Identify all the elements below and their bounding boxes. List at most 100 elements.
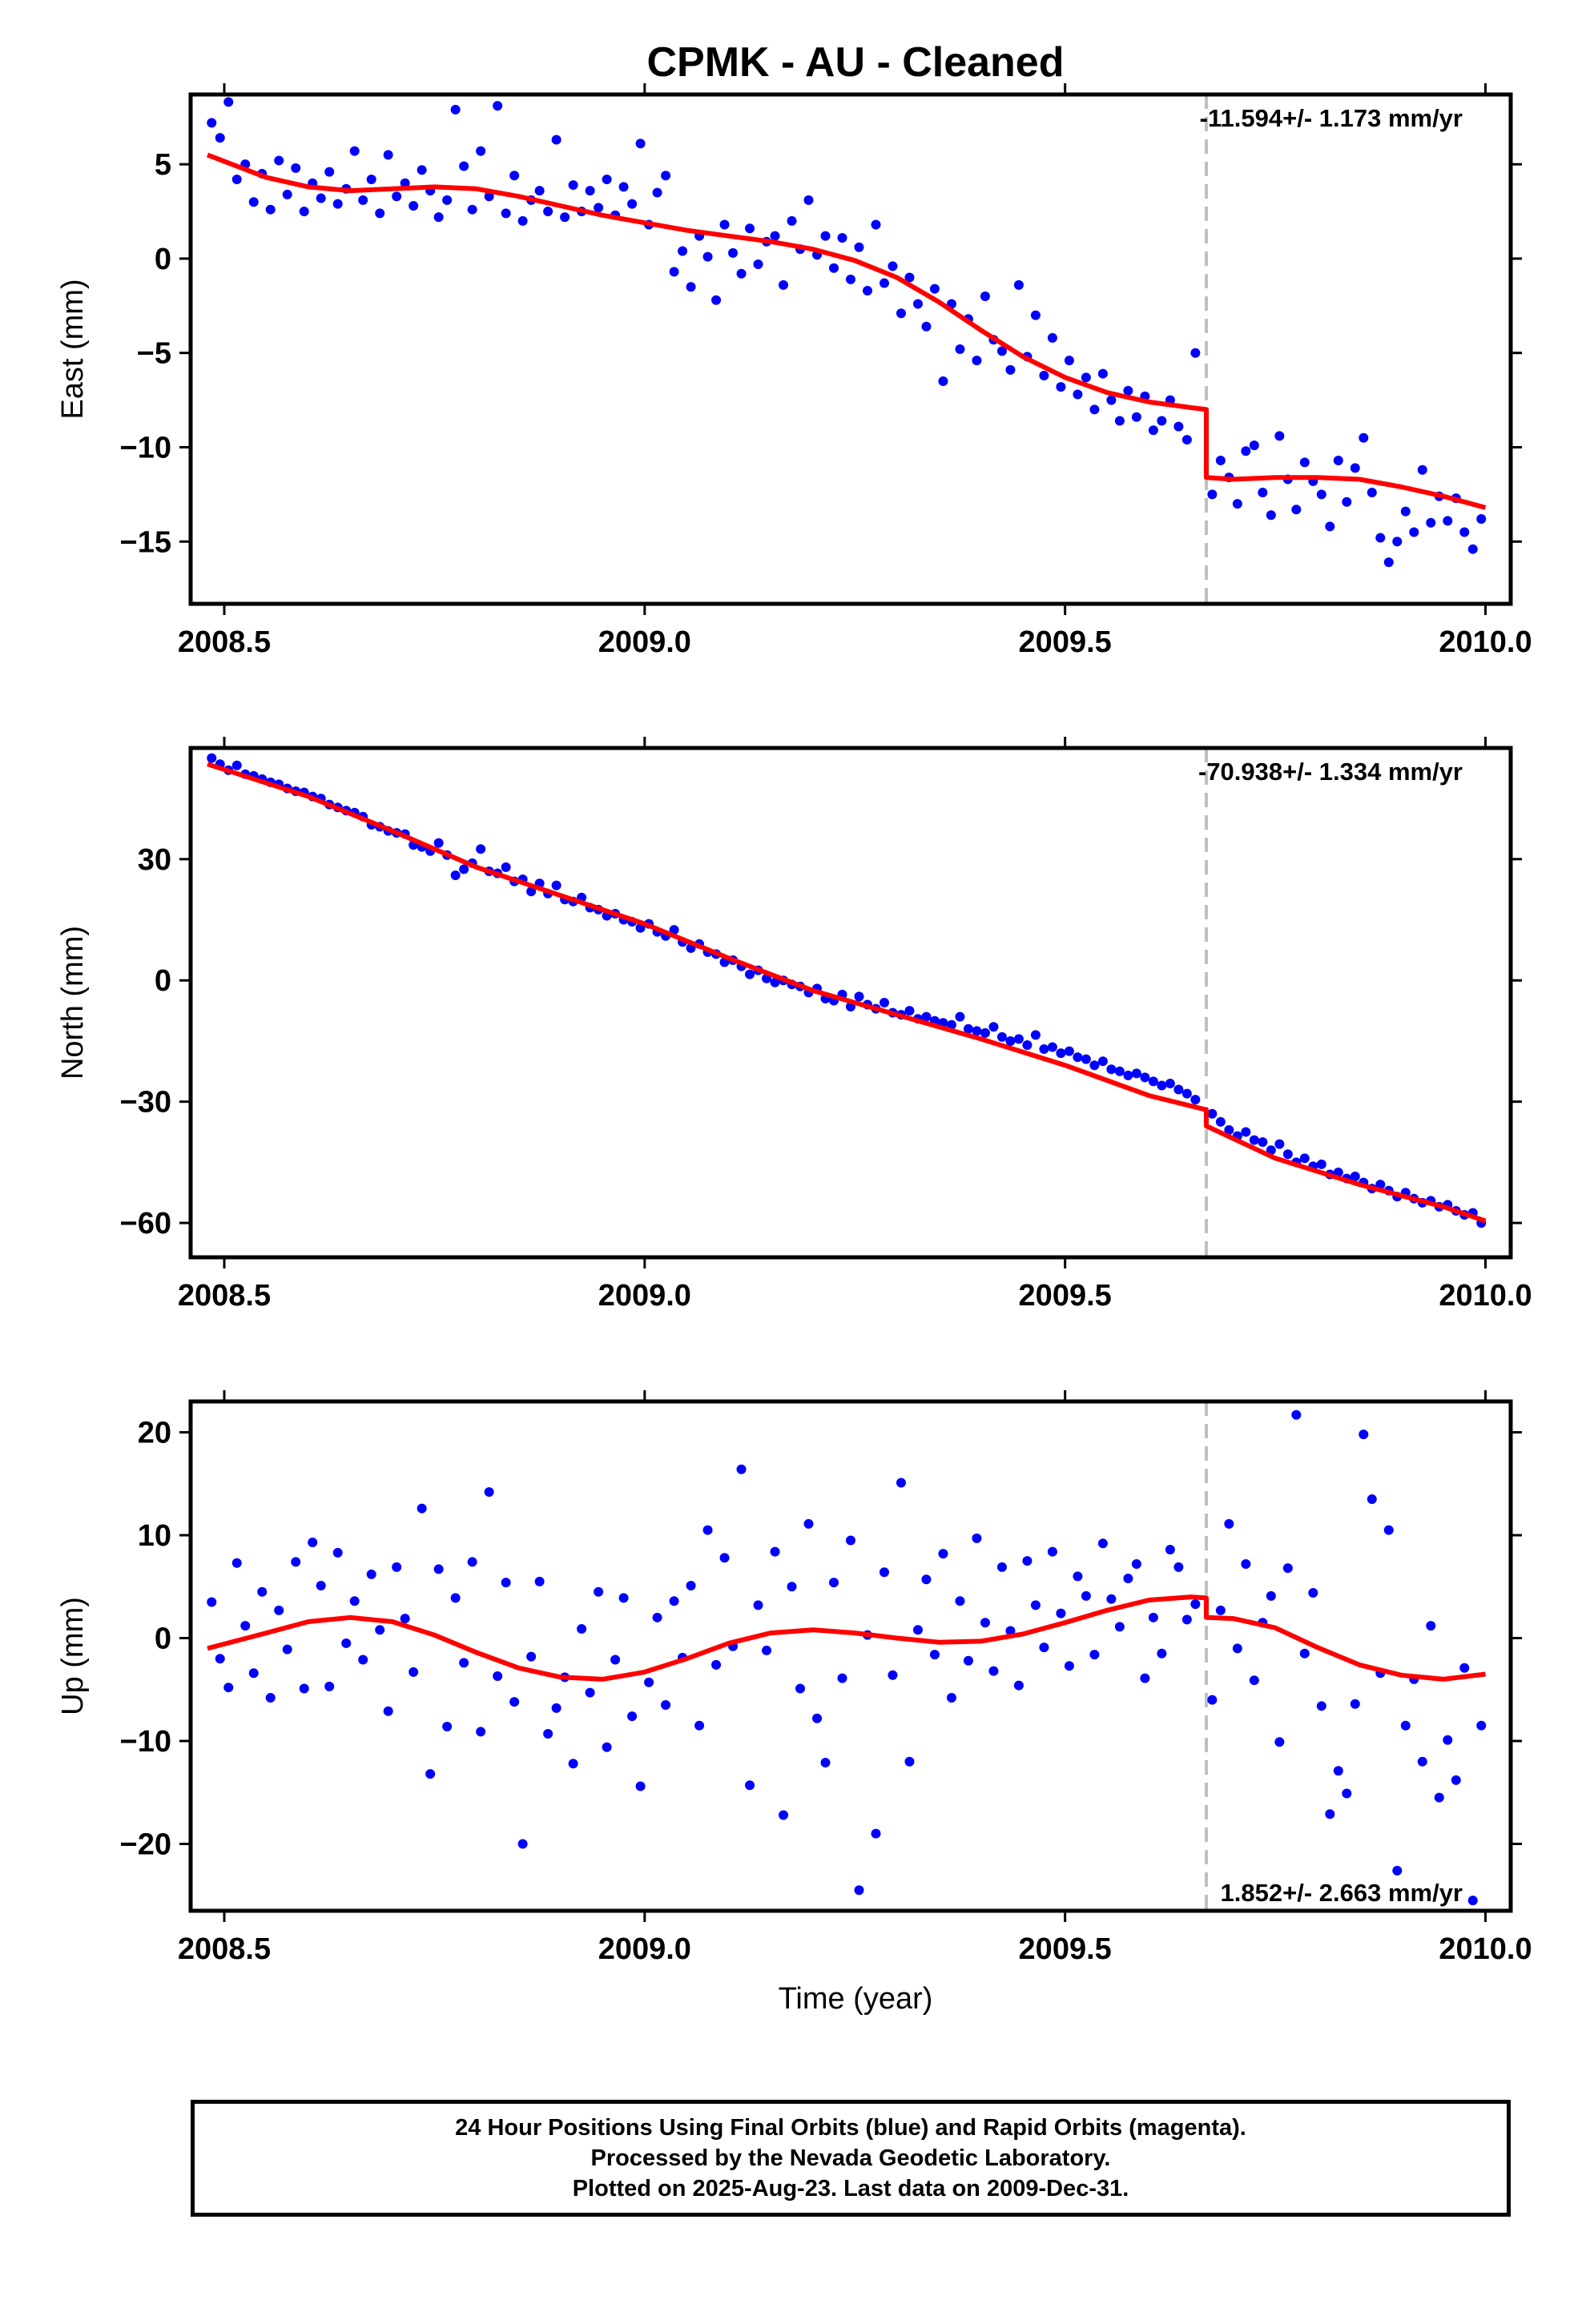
data-point <box>476 844 486 854</box>
data-point <box>1030 310 1041 320</box>
data-point <box>1342 1788 1352 1799</box>
data-point <box>1005 1035 1016 1046</box>
data-point <box>392 1562 402 1572</box>
data-point <box>972 356 982 366</box>
data-point <box>694 1720 705 1731</box>
data-point <box>980 1027 990 1038</box>
data-point <box>425 1769 436 1779</box>
data-point <box>568 1759 578 1769</box>
data-point <box>1056 1048 1066 1059</box>
x-tick-label: 2009.0 <box>598 1279 691 1313</box>
data-point <box>1232 499 1242 509</box>
data-point <box>358 195 368 205</box>
data-point <box>1073 389 1083 400</box>
data-point <box>1299 457 1310 468</box>
data-point <box>711 295 722 305</box>
data-point <box>534 186 545 196</box>
data-point <box>770 977 780 987</box>
data-point <box>467 204 477 215</box>
data-point <box>1022 1556 1032 1566</box>
data-point <box>929 283 940 294</box>
data-point <box>1392 537 1403 547</box>
data-point <box>324 167 335 177</box>
data-point <box>1308 1587 1318 1598</box>
data-point <box>1367 488 1377 498</box>
data-point <box>1443 1735 1453 1745</box>
data-point <box>854 1885 864 1896</box>
data-point <box>904 272 915 283</box>
data-point <box>904 1006 915 1016</box>
data-point <box>450 104 461 115</box>
data-point <box>450 870 461 880</box>
data-point <box>635 1781 646 1791</box>
data-point <box>988 1666 999 1676</box>
data-point <box>265 1693 276 1703</box>
footer-box: 24 Hour Positions Using Final Orbits (bl… <box>191 2100 1511 2217</box>
data-point <box>1114 1066 1125 1076</box>
x-tick-label: 2009.5 <box>1019 1932 1112 1966</box>
footer-line-plotted: Plotted on 2025-Aug-23. Last data on 200… <box>572 2176 1129 2201</box>
data-point <box>383 150 393 160</box>
data-point <box>375 208 385 219</box>
data-point <box>1148 1612 1158 1622</box>
data-point <box>1005 364 1016 375</box>
data-point <box>888 1670 898 1680</box>
data-point <box>526 1651 537 1662</box>
data-point <box>1426 517 1436 528</box>
data-point <box>551 880 562 891</box>
x-tick-label: 2009.5 <box>1019 1279 1112 1313</box>
data-point <box>862 285 872 296</box>
data-point <box>837 1673 847 1683</box>
data-point <box>207 753 217 763</box>
data-point <box>1258 1137 1268 1148</box>
data-point <box>1131 1559 1141 1570</box>
data-point <box>1022 1040 1032 1050</box>
north-points <box>207 753 1487 1228</box>
data-point <box>594 203 604 213</box>
data-point <box>912 1625 923 1635</box>
data-point <box>955 1596 965 1606</box>
data-point <box>1383 1525 1394 1535</box>
data-point <box>1400 506 1411 517</box>
data-point <box>1409 527 1419 537</box>
east-points <box>207 97 1487 568</box>
data-point <box>602 1742 612 1752</box>
data-point <box>1215 1605 1226 1615</box>
y-tick-label: −30 <box>120 1086 171 1120</box>
data-point <box>366 1569 376 1579</box>
x-tick-label: 2010.0 <box>1439 1279 1532 1313</box>
data-point <box>299 1683 309 1694</box>
data-point <box>745 969 755 979</box>
data-point <box>1333 455 1343 465</box>
data-point <box>1207 1108 1218 1119</box>
data-point <box>1476 1720 1487 1731</box>
data-point <box>921 1574 932 1585</box>
data-point <box>282 189 292 199</box>
data-point <box>1123 1573 1133 1583</box>
data-point <box>702 1525 713 1535</box>
data-point <box>1181 1088 1192 1099</box>
data-point <box>1359 1429 1369 1440</box>
data-point <box>963 1655 973 1666</box>
data-point <box>753 1600 763 1610</box>
data-point <box>459 161 469 171</box>
data-point <box>459 864 469 875</box>
data-point <box>594 1586 604 1597</box>
y-tick-label: 0 <box>155 243 171 276</box>
east-panel: 2008.5 2009.0 2009.5 2010.0 5 0 −5 −10 −15 East (… <box>56 83 1532 659</box>
data-point <box>1249 1675 1259 1686</box>
data-point <box>231 1558 242 1568</box>
data-point <box>442 1722 453 1732</box>
x-tick-label: 2009.0 <box>598 1932 691 1966</box>
data-point <box>803 195 814 205</box>
data-point <box>972 1533 982 1543</box>
data-point <box>476 146 486 156</box>
data-point <box>493 101 503 111</box>
data-point <box>955 1011 965 1022</box>
data-point <box>291 163 301 173</box>
data-point <box>1282 1149 1293 1160</box>
data-point <box>1064 356 1074 366</box>
data-point <box>1131 1068 1141 1079</box>
up-fit-line <box>207 1594 1486 1682</box>
east-y-axis-label: East (mm) <box>56 279 90 419</box>
